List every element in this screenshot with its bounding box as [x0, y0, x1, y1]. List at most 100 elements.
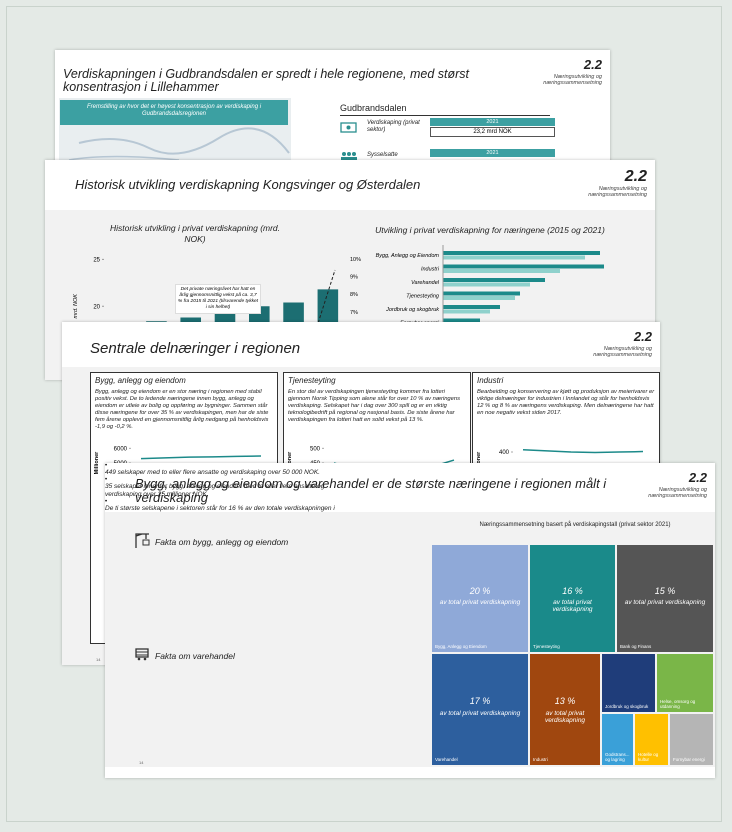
- bullet-text: 449 selskaper med to eller flere ansatte…: [105, 469, 320, 476]
- slide-title: Bygg, anlegg og eiendom og varehandel er…: [135, 476, 607, 505]
- row1-value: 23,2 mrd NOK: [430, 127, 555, 137]
- page-number: 14: [96, 657, 101, 662]
- y-tick-label: 6000: [114, 446, 128, 452]
- y-tick-label: 25: [93, 257, 100, 263]
- row1-year: 2021: [430, 118, 555, 126]
- annotation: Det private næringslivet har hatt en årl…: [175, 284, 261, 314]
- cell-percent: 17 %: [469, 696, 491, 707]
- y2-tick-label: 10%: [350, 257, 361, 263]
- category-label: Jordbruk og skogbruk: [385, 307, 439, 313]
- bar-2021: [443, 305, 500, 309]
- bar-2015: [443, 309, 490, 314]
- treemap-cell: Helse, omsorg og utdanning: [657, 654, 713, 712]
- y-axis-label: Millioner: [287, 451, 293, 474]
- treemap-cell: 20 % av total privat verdiskapning Bygg, A…: [432, 545, 528, 652]
- box-heading: Bygg, anlegg og eiendom: [95, 376, 186, 385]
- right-chart: Bygg, Anlegg og Eiendom Industri Varehande…: [376, 245, 604, 380]
- treemap-title: Næringssammensetning basert på verdiskap…: [479, 522, 671, 528]
- right-chart-title: Utvikling i privat verdiskapning for nær…: [375, 225, 605, 235]
- bullet-dot: •: [105, 499, 108, 505]
- cell-label: Bank og Finans: [620, 644, 652, 649]
- cell-label: Varehandel: [435, 757, 458, 762]
- bar-2015: [443, 269, 560, 273]
- box-text: En stor del av verdiskapingen tjenesteyt…: [288, 389, 461, 423]
- box-heading: Industri: [477, 376, 504, 385]
- series-line: [140, 455, 262, 460]
- treemap-cell: Fornybar energi: [670, 714, 713, 765]
- bar-2021: [443, 318, 480, 323]
- treemap-cell: 13 % av total privat verdiskapning Industr…: [530, 654, 600, 765]
- cell-percent: 13 %: [554, 696, 576, 707]
- box-text: Bearbeiding og konservering av kjøtt og …: [477, 389, 655, 416]
- section-label: Næringsutvikling og næringssammensetning: [593, 346, 652, 358]
- cell-label: Fornybar energi: [673, 757, 705, 762]
- bar-2015: [443, 255, 585, 260]
- frame: [6, 6, 722, 822]
- section-number: 2.2: [624, 168, 647, 185]
- category-label: Tjenesteyting: [406, 294, 440, 300]
- slide-title: Verdiskapningen i Gudbrandsdalen er spre…: [63, 67, 470, 94]
- bar-2015: [443, 296, 515, 300]
- section: 2.2 Næringsutvikling og næringssammenset…: [637, 469, 707, 499]
- category-label: Bygg, Anlegg og Eiendom: [376, 253, 440, 259]
- slide-title: Historisk utvikling verdiskapning Kongsv…: [75, 177, 421, 192]
- y-axis-label: mrd. NOK: [73, 294, 79, 319]
- treemap-cell: 17 % av total privat verdiskapning Varehan…: [432, 654, 528, 765]
- facts2-heading: Fakta om varehandel: [155, 651, 235, 661]
- panel-rule: [340, 115, 550, 116]
- y-axis-label: Millioner: [476, 451, 482, 474]
- page-number: 14: [139, 760, 144, 765]
- cell-percent: 20 %: [469, 585, 491, 596]
- cell-caption: av total privat verdiskapning: [552, 598, 593, 613]
- bar-2015: [443, 282, 530, 287]
- section-number: 2.2: [583, 57, 602, 72]
- cell-caption: av total privat verdiskapning: [624, 598, 706, 606]
- treemap-cell: Jordbruk og skogbruk: [602, 654, 655, 712]
- bullet-dot: •: [105, 463, 108, 469]
- treemap-cell: Hotelle og kultur: [635, 714, 668, 765]
- treemap-cell: Godstrans... og lagring: [602, 714, 633, 765]
- left-chart-title: Historisk utvikling i privat verdiskapni…: [109, 223, 281, 244]
- y2-tick-label: 9%: [350, 274, 358, 280]
- slide-4: Bygg, anlegg og eiendom og varehandel er…: [105, 463, 715, 778]
- map-shapes: [68, 127, 290, 161]
- treemap-cell: 15 % av total privat verdiskapning Bank og…: [617, 545, 713, 652]
- bar-2021: [443, 251, 600, 255]
- section-label: Næringsutvikling og næringssammensetning: [543, 74, 602, 86]
- row2-year: 2021: [430, 149, 555, 157]
- category-label: Industri: [421, 267, 440, 273]
- section-number: 2.2: [688, 470, 707, 485]
- bullet-dot: •: [105, 477, 108, 483]
- bar-2021: [443, 264, 604, 269]
- section: 2.2 Næringsutvikling og næringssammenset…: [532, 56, 602, 86]
- y2-tick-label: 7%: [350, 310, 358, 316]
- bullet-text: 35 selskaper innenfor bygg, anlegg og ei…: [105, 483, 325, 498]
- cell-caption: av total privat verdiskapning: [439, 709, 521, 717]
- cell-percent: 15 %: [654, 585, 676, 596]
- cell-label: Godstrans... og lagring: [605, 752, 630, 762]
- cell-caption: av total privat verdiskapning: [544, 709, 586, 724]
- category-label: Varehandel: [411, 280, 440, 286]
- cell-percent: 16 %: [562, 585, 583, 596]
- facts1-heading: Fakta om bygg, anlegg og eiendom: [155, 537, 289, 547]
- map-caption: Fremstilling av hvor det er høyest konse…: [60, 100, 288, 125]
- money-icon: [340, 122, 357, 133]
- y-tick-label: 500: [310, 446, 321, 452]
- series-line: [522, 449, 644, 454]
- cell-label: Helse, omsorg og utdanning: [660, 699, 696, 709]
- cell-label: Jordbruk og skogbruk: [605, 704, 649, 709]
- slide-title: Sentrale delnæringer i regionen: [90, 340, 301, 357]
- panel-title: Gudbrandsdalen: [340, 103, 407, 113]
- section-label: Næringsutvikling og næringssammensetning: [588, 186, 647, 198]
- y-axis-label: Millioner: [94, 451, 100, 474]
- cart-icon: [135, 648, 149, 661]
- cell-label: Bygg, Anlegg og Eiendom: [435, 644, 487, 649]
- bar-2021: [443, 291, 520, 296]
- section: 2.2 Næringsutvikling og næringssammenset…: [582, 328, 652, 358]
- bar-2021: [443, 278, 545, 282]
- section-number: 2.2: [633, 329, 652, 344]
- cell-caption: av total privat verdiskapning: [439, 598, 521, 606]
- cell-label: Industri: [533, 757, 548, 762]
- box-heading: Tjenesteyting: [288, 376, 336, 385]
